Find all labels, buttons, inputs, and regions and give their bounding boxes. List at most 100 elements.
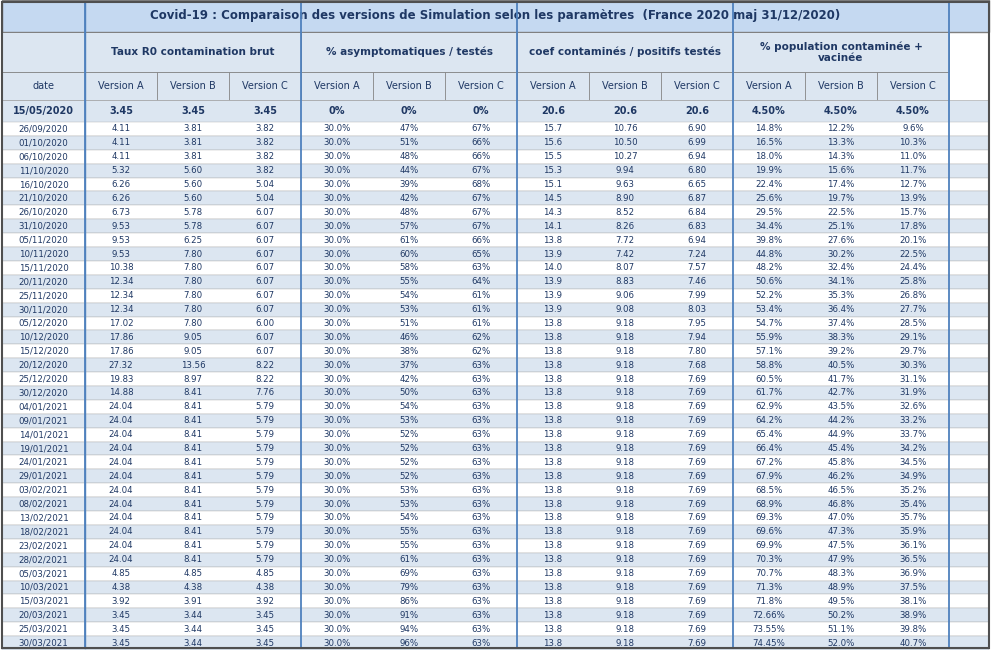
- Text: Version C: Version C: [890, 81, 936, 91]
- Text: 63%: 63%: [472, 514, 491, 523]
- Text: Version A: Version A: [98, 81, 144, 91]
- Text: 9.06: 9.06: [615, 291, 634, 300]
- Text: 18/02/2021: 18/02/2021: [19, 527, 68, 536]
- Text: 7.69: 7.69: [688, 402, 707, 411]
- Text: 3.45: 3.45: [256, 638, 275, 647]
- Text: 14.8%: 14.8%: [755, 124, 783, 133]
- Text: 79%: 79%: [399, 583, 418, 592]
- Text: 30.0%: 30.0%: [323, 500, 351, 508]
- Text: 7.80: 7.80: [183, 319, 202, 328]
- Text: 7.69: 7.69: [688, 514, 707, 523]
- Text: 5.32: 5.32: [111, 166, 131, 175]
- Bar: [2, 636, 989, 650]
- Bar: [2, 289, 989, 303]
- Text: 64.2%: 64.2%: [755, 416, 783, 425]
- Text: 69.3%: 69.3%: [755, 514, 783, 523]
- Text: 6.07: 6.07: [256, 235, 275, 244]
- Text: 34.1%: 34.1%: [827, 278, 854, 286]
- Text: 6.25: 6.25: [183, 235, 202, 244]
- Bar: [2, 525, 989, 539]
- Bar: [2, 0, 989, 32]
- Text: 01/10/2020: 01/10/2020: [19, 138, 68, 148]
- Text: 67.9%: 67.9%: [755, 472, 783, 481]
- Text: 72.66%: 72.66%: [752, 611, 786, 619]
- Text: 24.04: 24.04: [109, 430, 134, 439]
- Text: 22.4%: 22.4%: [755, 180, 783, 189]
- Bar: [589, 72, 661, 100]
- Text: 28/02/2021: 28/02/2021: [19, 555, 68, 564]
- Text: 3.44: 3.44: [183, 638, 202, 647]
- Text: 50%: 50%: [399, 389, 418, 397]
- Text: 53%: 53%: [399, 416, 418, 425]
- Bar: [517, 72, 589, 100]
- Text: 63%: 63%: [472, 416, 491, 425]
- Text: 30.0%: 30.0%: [323, 514, 351, 523]
- Text: 62.9%: 62.9%: [755, 402, 783, 411]
- Text: 49.5%: 49.5%: [827, 597, 854, 606]
- Text: 12.34: 12.34: [109, 278, 134, 286]
- Text: 63%: 63%: [472, 444, 491, 453]
- Text: Taux R0 contamination brut: Taux R0 contamination brut: [111, 47, 275, 57]
- Text: 47.3%: 47.3%: [827, 527, 854, 536]
- Text: 30.0%: 30.0%: [323, 138, 351, 148]
- Text: 24.04: 24.04: [109, 514, 134, 523]
- Text: 20/11/2020: 20/11/2020: [19, 278, 68, 286]
- Text: 0%: 0%: [329, 106, 345, 116]
- Text: 8.52: 8.52: [615, 208, 634, 217]
- Text: 46.8%: 46.8%: [827, 500, 854, 508]
- Text: 37.5%: 37.5%: [899, 583, 927, 592]
- Text: 26/10/2020: 26/10/2020: [19, 208, 68, 217]
- Text: 51%: 51%: [399, 319, 418, 328]
- Text: 34.5%: 34.5%: [899, 458, 927, 467]
- Text: 14/01/2021: 14/01/2021: [19, 430, 68, 439]
- Text: 65%: 65%: [472, 250, 491, 259]
- Text: 25/03/2021: 25/03/2021: [19, 625, 68, 634]
- Text: 5.04: 5.04: [256, 180, 275, 189]
- Text: 16.5%: 16.5%: [755, 138, 783, 148]
- Text: 29/01/2021: 29/01/2021: [19, 472, 68, 481]
- Text: 39.8%: 39.8%: [900, 625, 927, 634]
- Text: 9.53: 9.53: [112, 250, 131, 259]
- Text: 14.3: 14.3: [543, 208, 563, 217]
- Text: 15/05/2020: 15/05/2020: [13, 106, 74, 116]
- Text: 50.6%: 50.6%: [755, 278, 783, 286]
- Text: 54%: 54%: [399, 402, 418, 411]
- Text: 44.2%: 44.2%: [827, 416, 854, 425]
- Text: 9.18: 9.18: [615, 597, 634, 606]
- Bar: [301, 72, 373, 100]
- Text: 8.26: 8.26: [615, 222, 634, 231]
- Text: 54.7%: 54.7%: [755, 319, 783, 328]
- Text: 37%: 37%: [399, 361, 418, 370]
- Text: 61.7%: 61.7%: [755, 389, 783, 397]
- Text: 13.8: 13.8: [543, 514, 563, 523]
- Text: 9.08: 9.08: [615, 305, 634, 314]
- Text: 62%: 62%: [472, 346, 491, 356]
- Text: 7.69: 7.69: [688, 555, 707, 564]
- Text: 51.1%: 51.1%: [827, 625, 854, 634]
- Text: 20/12/2020: 20/12/2020: [19, 361, 68, 370]
- Text: 74.45%: 74.45%: [752, 638, 786, 647]
- Text: 67.2%: 67.2%: [755, 458, 783, 467]
- Text: 63%: 63%: [472, 555, 491, 564]
- Text: 35.3%: 35.3%: [827, 291, 854, 300]
- Text: 15.5: 15.5: [543, 152, 563, 161]
- Text: 3.82: 3.82: [256, 152, 275, 161]
- Text: 30.0%: 30.0%: [323, 250, 351, 259]
- Text: % population contaminée +: % population contaminée +: [759, 42, 923, 52]
- Text: 7.69: 7.69: [688, 389, 707, 397]
- Text: 15.7%: 15.7%: [899, 208, 927, 217]
- Text: 7.80: 7.80: [183, 250, 202, 259]
- Text: 30.0%: 30.0%: [323, 430, 351, 439]
- Text: Version C: Version C: [458, 81, 503, 91]
- Bar: [2, 497, 989, 511]
- Bar: [877, 72, 949, 100]
- Text: 67%: 67%: [472, 222, 491, 231]
- Bar: [85, 32, 301, 72]
- Text: 20/03/2021: 20/03/2021: [19, 611, 68, 619]
- Text: 68.9%: 68.9%: [755, 500, 783, 508]
- Text: 5.79: 5.79: [256, 416, 275, 425]
- Text: 15.6%: 15.6%: [827, 166, 854, 175]
- Text: 30.0%: 30.0%: [323, 458, 351, 467]
- Text: 7.69: 7.69: [688, 444, 707, 453]
- Text: 67%: 67%: [472, 124, 491, 133]
